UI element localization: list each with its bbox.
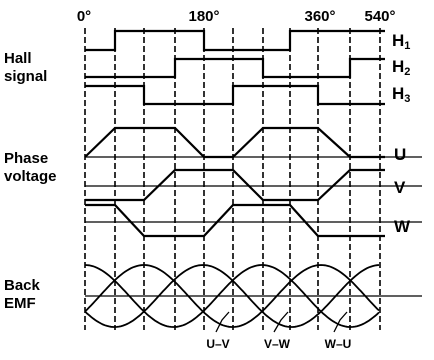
- hall-name-h3: H3: [392, 84, 410, 105]
- hall-waveform-h1: [85, 29, 385, 52]
- phase-label-line2: voltage: [4, 168, 57, 185]
- back-emf-curves: [84, 264, 380, 328]
- hall-label-line2: signal: [4, 68, 47, 85]
- phase-name-u: U: [394, 145, 406, 164]
- hall-name-h1: H1: [392, 31, 410, 52]
- angle-label-540: 540°: [364, 8, 395, 25]
- crossing-label-vw: V–W: [264, 337, 291, 351]
- angle-label-180: 180°: [188, 8, 219, 25]
- crossing-leader-uv: [215, 311, 230, 333]
- crossing-leader-vw: [273, 311, 289, 333]
- phase-name-v: V: [394, 178, 406, 197]
- hall-waveform-h2: [85, 57, 385, 79]
- phase-name-w: W: [394, 217, 411, 236]
- hall-label-line1: Hall: [4, 50, 32, 67]
- phase-voltage-w: [85, 203, 385, 238]
- crossing-label-wu: W–U: [325, 337, 352, 351]
- hall-waveform-h3: [85, 84, 385, 106]
- crossing-label-uv: U–V: [206, 337, 229, 351]
- hall-name-h2: H2: [392, 57, 410, 78]
- crossing-leader-wu: [333, 311, 348, 333]
- back-emf-curve-3: [84, 264, 380, 328]
- angle-label-360: 360°: [304, 8, 335, 25]
- phase-voltage-u: [84, 126, 385, 159]
- commutation-gridlines: [84, 28, 381, 330]
- back-emf-curve-2: [84, 264, 380, 328]
- phase-voltage-v: [85, 168, 385, 202]
- emf-label-line1: Back: [4, 277, 41, 294]
- angle-label-0: 0°: [77, 8, 91, 25]
- emf-label-line2: EMF: [4, 295, 36, 312]
- phase-label-line1: Phase: [4, 150, 48, 167]
